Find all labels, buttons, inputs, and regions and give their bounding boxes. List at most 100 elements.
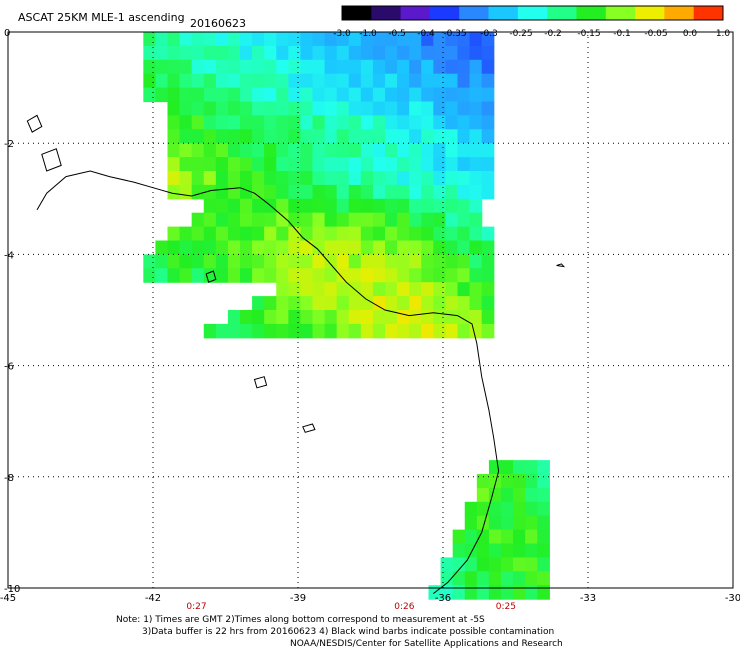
- swath-cell: [155, 73, 169, 89]
- swath-cell: [240, 157, 253, 172]
- colorbar-swatch: [605, 6, 636, 20]
- swath-cell: [445, 143, 459, 158]
- swath-cell: [264, 32, 277, 47]
- swath-cell: [409, 268, 422, 283]
- swath-cell: [445, 101, 459, 116]
- swath-cell: [409, 240, 422, 255]
- swath-cell: [179, 240, 193, 255]
- swath-cell: [457, 143, 471, 158]
- swath-cell: [312, 73, 326, 89]
- swath-cell: [324, 87, 338, 103]
- coastline-island: [205, 270, 217, 283]
- swath-cell: [264, 212, 277, 228]
- swath-cell: [336, 268, 350, 283]
- swath-cell: [433, 296, 447, 311]
- swath-cell: [300, 282, 314, 297]
- swath-cell: [324, 212, 338, 228]
- swath-cell: [445, 184, 459, 200]
- swath-cell: [537, 460, 550, 475]
- swath-cell: [300, 171, 314, 186]
- swath-cell: [469, 310, 483, 325]
- swath-cell: [179, 129, 193, 144]
- swath-cell: [397, 59, 410, 75]
- chart-date: 20160623: [190, 17, 246, 30]
- swath-cell: [191, 45, 205, 61]
- swath-cell: [348, 115, 362, 130]
- swath-cell: [481, 240, 495, 255]
- swath-cell: [385, 59, 398, 75]
- swath-cell: [227, 115, 241, 130]
- swath-cell: [276, 268, 289, 283]
- x-tick-label: -36: [435, 593, 451, 604]
- swath-cell: [264, 129, 277, 144]
- swath-cell: [469, 240, 483, 255]
- swath-cell: [276, 87, 289, 103]
- colorbar-label: 1.0: [716, 29, 731, 39]
- swath-cell: [488, 543, 502, 559]
- swath-cell: [324, 45, 338, 61]
- swath-cell: [445, 59, 459, 75]
- swath-cell: [537, 487, 550, 503]
- swath-cell: [397, 323, 410, 339]
- swath-cell: [372, 87, 386, 103]
- swath-cell: [537, 515, 550, 531]
- swath-cell: [360, 73, 374, 89]
- swath-cell: [288, 87, 302, 103]
- swath-cell: [324, 73, 338, 89]
- swath-cell: [469, 87, 483, 103]
- footnote-line-3: NOAA/NESDIS/Center for Satellite Applica…: [290, 639, 563, 649]
- grid-lines: [8, 32, 733, 588]
- swath-cell: [537, 585, 550, 600]
- swath-cell: [525, 515, 538, 531]
- swath-cell: [336, 32, 350, 47]
- swath-cell: [421, 310, 434, 325]
- swath-cell: [191, 171, 205, 186]
- swath-cell: [513, 571, 526, 586]
- swath-cell: [324, 226, 338, 242]
- swath-cell: [360, 157, 374, 172]
- swath-cell: [203, 198, 217, 214]
- swath-cell: [457, 129, 471, 144]
- swath-cell: [409, 45, 422, 61]
- swath-cell: [433, 157, 447, 172]
- swath-cell: [488, 529, 502, 545]
- swath-cell: [240, 198, 253, 214]
- swath-cell: [167, 87, 181, 103]
- swath-cell: [203, 212, 217, 228]
- swath-cell: [324, 240, 338, 255]
- x-tick-label: -30: [725, 593, 740, 604]
- swath-cell: [360, 268, 374, 283]
- swath-cell: [312, 226, 326, 242]
- swath-cell: [457, 240, 471, 255]
- swath-cell: [433, 101, 447, 116]
- swath-cell: [336, 101, 350, 116]
- x-tick-label: -45: [0, 593, 16, 604]
- swath-cell: [372, 226, 386, 242]
- swath-cell: [501, 543, 514, 559]
- swath-cell: [312, 45, 326, 61]
- swath-layer: [143, 32, 550, 600]
- swath-cell: [348, 296, 362, 311]
- swath-cell: [167, 171, 181, 186]
- swath-cell: [433, 254, 447, 269]
- swath-cell: [264, 59, 277, 75]
- swath-cell: [203, 101, 217, 116]
- swath-cell: [155, 254, 169, 269]
- y-tick-label: -8: [4, 473, 14, 484]
- swath-cell: [457, 171, 471, 186]
- swath-cell: [179, 73, 193, 89]
- colorbar-label: -0.25: [509, 29, 532, 39]
- swath-cell: [513, 529, 526, 545]
- colorbar-label: -1.0: [359, 29, 377, 39]
- swath-cell: [288, 129, 302, 144]
- swath-cell: [252, 184, 265, 200]
- swath-cell: [300, 268, 314, 283]
- swath-cell: [179, 45, 193, 61]
- coastline-mainland: [191, 187, 500, 594]
- swath-cell: [481, 59, 495, 75]
- swath-cell: [215, 240, 229, 255]
- swath-cell: [276, 240, 289, 255]
- swath-cell: [469, 157, 483, 172]
- swath-cell: [215, 254, 229, 269]
- swath-cell: [457, 254, 471, 269]
